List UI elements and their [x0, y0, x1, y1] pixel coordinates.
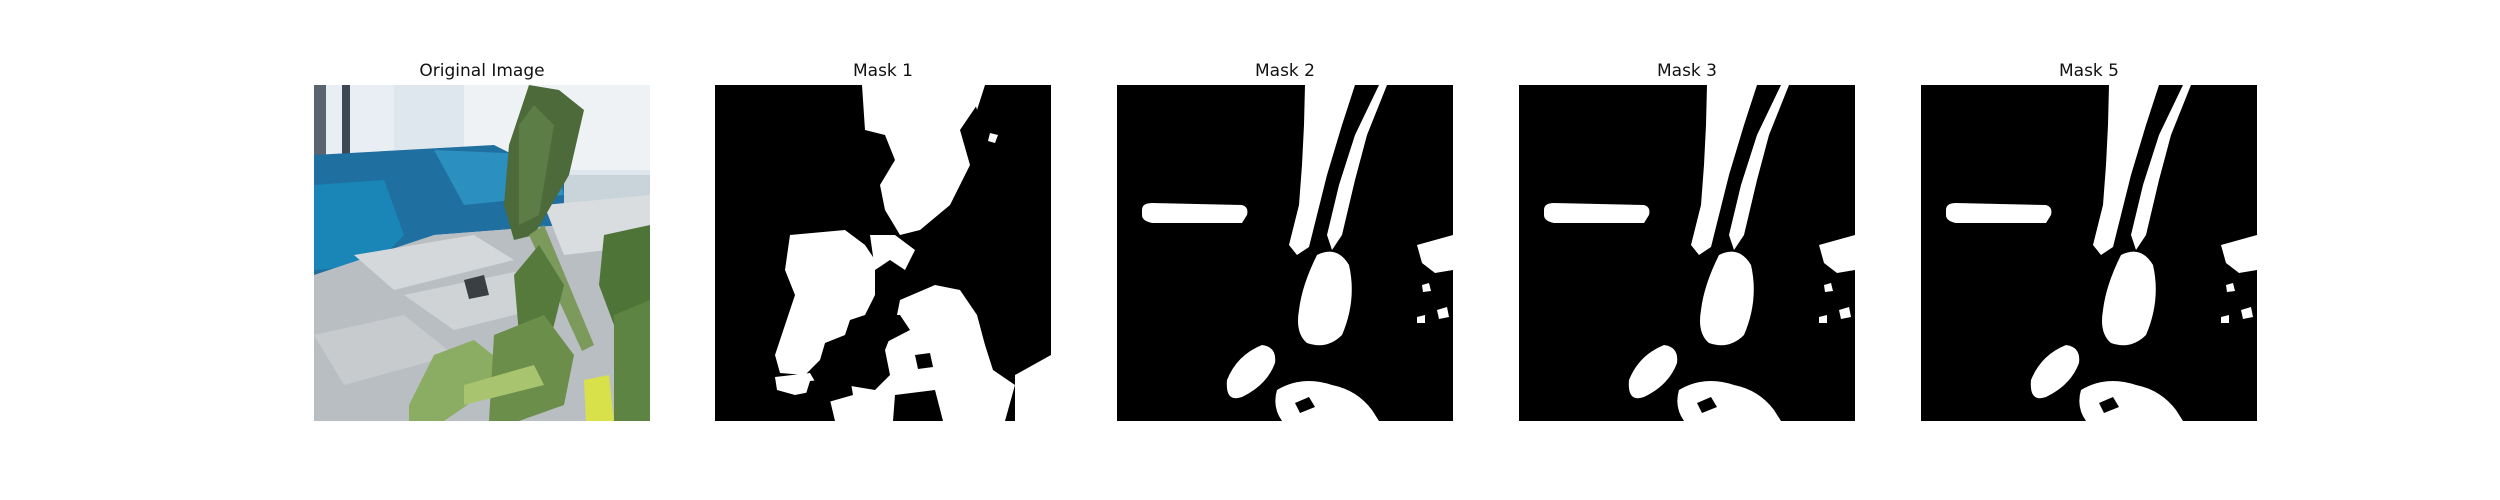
original-image	[314, 85, 650, 421]
panel-mask2: Mask 2	[1117, 0, 1453, 500]
panel-title-mask2: Mask 2	[1254, 61, 1315, 81]
panel-title-mask3: Mask 3	[1656, 61, 1717, 81]
panel-title-mask1: Mask 1	[852, 61, 913, 81]
mask5-image	[1921, 85, 2257, 421]
panel-title-original: Original Image	[419, 61, 545, 81]
panel-original: Original Image	[314, 0, 650, 500]
panel-title-mask5: Mask 5	[2058, 61, 2119, 81]
panel-mask1: Mask 1	[715, 0, 1051, 500]
mask3-image	[1519, 85, 1855, 421]
panel-mask5: Mask 5	[1921, 0, 2257, 500]
mask2-image	[1117, 85, 1453, 421]
mask1-image	[715, 85, 1051, 421]
panel-mask3: Mask 3	[1519, 0, 1855, 500]
